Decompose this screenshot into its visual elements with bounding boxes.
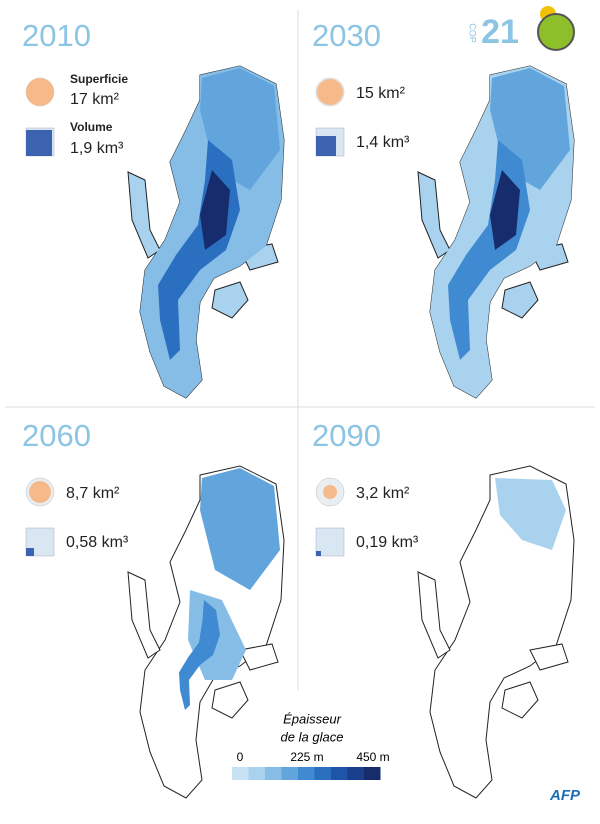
legend: Épaisseur de la glace 0 225 m 450 m <box>232 711 390 780</box>
island <box>417 571 451 659</box>
island <box>501 281 539 319</box>
volume-icon <box>26 548 34 556</box>
legend-title: de la glace <box>281 729 344 744</box>
ice <box>495 478 566 550</box>
legend-swatch <box>347 767 364 780</box>
credit: AFP <box>549 787 581 804</box>
ice-deep <box>200 170 230 250</box>
area-icon <box>29 481 51 503</box>
logo: COP 21 <box>468 6 575 51</box>
legend-swatch <box>232 767 249 780</box>
volume-icon <box>316 551 321 556</box>
volume-label: Volume <box>70 120 113 134</box>
legend-swatch <box>265 767 282 780</box>
volume-value: 1,4 km³ <box>356 134 410 151</box>
legend-tick: 450 m <box>356 750 389 764</box>
legend-tick: 0 <box>237 750 244 764</box>
area-icon <box>26 78 54 106</box>
legend-swatch <box>248 767 265 780</box>
panels: 2010 Superficie 17 km² Volume 1,9 km³ 2030 15 … <box>22 18 575 799</box>
area-label: Superficie <box>70 72 128 86</box>
volume-value: 0,19 km³ <box>356 534 419 551</box>
year: 2090 <box>312 418 381 453</box>
legend-tick: 225 m <box>290 750 323 764</box>
area-value: 17 km² <box>70 91 120 108</box>
area-value: 8,7 km² <box>66 485 120 502</box>
logo-globe <box>537 13 575 51</box>
logo-number: 21 <box>481 13 519 51</box>
volume-icon <box>316 136 336 156</box>
panel: 2030 15 km² 1,4 km³ <box>312 18 575 399</box>
island <box>501 681 539 719</box>
island <box>211 281 249 319</box>
volume-value: 1,9 km³ <box>70 140 124 157</box>
legend-swatch <box>314 767 331 780</box>
legend-swatch <box>364 767 381 780</box>
volume-value: 0,58 km³ <box>66 534 129 551</box>
year: 2030 <box>312 18 381 53</box>
logo-cop: COP <box>468 23 478 43</box>
panel: 2090 3,2 km² 0,19 km³ <box>312 418 575 799</box>
legend-swatch <box>331 767 348 780</box>
panel: 2010 Superficie 17 km² Volume 1,9 km³ <box>22 18 285 399</box>
island <box>417 171 451 259</box>
area-icon <box>317 79 343 105</box>
area-value: 15 km² <box>356 85 406 102</box>
area-icon <box>323 485 337 499</box>
legend-swatch <box>298 767 315 780</box>
year: 2010 <box>22 18 91 53</box>
ice <box>200 468 280 590</box>
island <box>211 681 249 719</box>
island <box>127 571 161 659</box>
volume-icon <box>26 130 52 156</box>
year: 2060 <box>22 418 91 453</box>
legend-swatch <box>281 767 298 780</box>
ice-deep <box>490 170 520 250</box>
area-value: 3,2 km² <box>356 485 410 502</box>
island <box>127 171 161 259</box>
panel: 2060 8,7 km² 0,58 km³ <box>22 418 285 799</box>
legend-title: Épaisseur <box>283 711 341 726</box>
